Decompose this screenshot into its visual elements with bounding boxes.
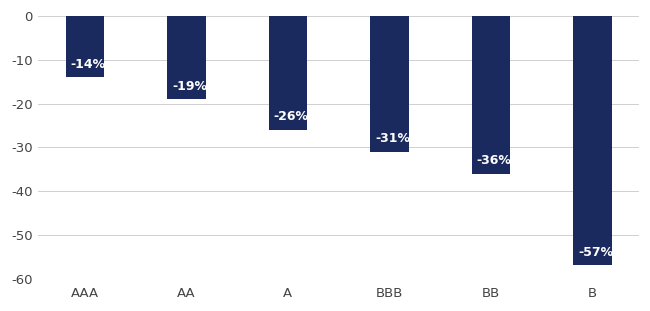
Text: -31%: -31% xyxy=(375,132,410,145)
Bar xyxy=(370,16,409,152)
Bar xyxy=(573,16,612,265)
Text: -36%: -36% xyxy=(476,154,512,167)
Text: -26%: -26% xyxy=(274,110,309,123)
Text: -57%: -57% xyxy=(578,246,613,259)
Bar xyxy=(471,16,510,174)
Bar xyxy=(167,16,205,99)
Text: -19%: -19% xyxy=(172,80,207,93)
Text: -14%: -14% xyxy=(71,58,106,71)
Bar xyxy=(268,16,307,130)
Bar xyxy=(66,16,104,77)
